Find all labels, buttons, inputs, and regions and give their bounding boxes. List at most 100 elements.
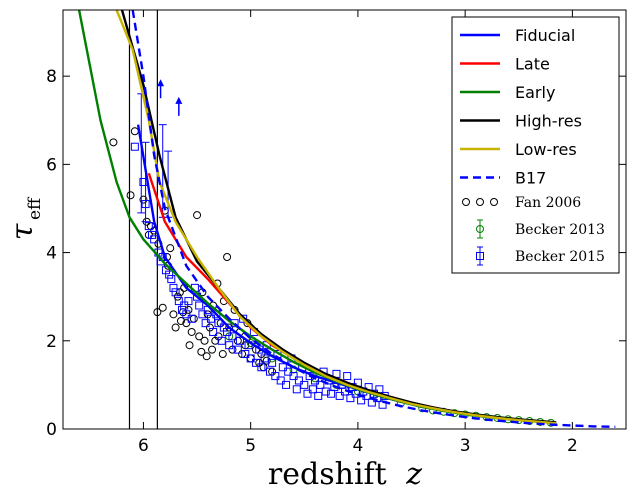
plot-area — [77, 10, 616, 429]
becker-2015-point-43 — [252, 358, 261, 367]
legend-label-fan-2006: Fan 2006 — [515, 195, 581, 211]
fan-2006-point-29 — [197, 347, 206, 356]
becker-2015-point-54 — [282, 380, 291, 389]
becker-2015-point-19 — [187, 314, 196, 323]
fan-2006-point-24 — [185, 341, 194, 350]
becker-2015-point-16 — [180, 301, 189, 310]
x-axis-title-prefix: redshift — [268, 457, 387, 492]
fan-2006-point-10 — [158, 303, 167, 312]
x-tick-label-3: 3 — [460, 436, 471, 456]
legend-marker-becker-2013 — [476, 225, 484, 233]
fan-2006-point-1 — [126, 191, 135, 200]
legend-marker-fan-2006-2 — [490, 198, 498, 206]
becker-2015-point-77 — [343, 372, 352, 381]
fan-2006-point-22 — [182, 319, 191, 328]
fan-2006-point-18 — [175, 288, 184, 297]
legend-label-late: Late — [515, 55, 550, 74]
legend-items: Fiducial Late Early High-res Low-res B17 Fan 2… — [460, 26, 605, 266]
legend-marker-fan-2006-0 — [462, 198, 470, 206]
legend-marker-fan-2006-1 — [476, 198, 484, 206]
fan-2006-point-0 — [109, 138, 118, 147]
y-tick-label-2: 4 — [46, 244, 57, 264]
legend-marker-becker-2015 — [476, 252, 484, 260]
becker-2015-point-71 — [327, 389, 336, 398]
becker-2015-point-30 — [217, 336, 226, 345]
becker-2015-point-45 — [257, 363, 266, 372]
legend-label-becker-2013: Becker 2013 — [515, 222, 605, 238]
becker-2015-point-50 — [271, 372, 280, 381]
series-line-low-res — [115, 10, 557, 425]
becker-2015-point-53 — [278, 363, 287, 372]
legend-label-early: Early — [515, 83, 555, 102]
becker-2015-point-48 — [265, 367, 274, 376]
fan-2006-point-44 — [225, 323, 234, 332]
fan-2006-point-26 — [189, 314, 198, 323]
becker-2015-point-33 — [225, 341, 234, 350]
becker-2015-point-38 — [239, 314, 248, 323]
becker-2015-point-55 — [284, 367, 293, 376]
legend-label-high-res: High-res — [515, 112, 582, 131]
becker-2015-point-36 — [233, 345, 242, 354]
fan-2006-point-58 — [262, 356, 271, 365]
becker-2015-point-78 — [346, 394, 355, 403]
fan-2006-point-32 — [202, 352, 211, 361]
becker-2015-point-10 — [165, 270, 174, 279]
legend-label-b17: B17 — [515, 169, 546, 188]
becker-2015-point-66 — [314, 391, 323, 400]
fan-2006-point-16 — [171, 323, 180, 332]
becker-2015-point-49 — [268, 358, 277, 367]
fan-2006-point-23 — [184, 305, 193, 314]
becker-2015-point-18 — [184, 297, 193, 306]
legend-label-fiducial: Fiducial — [515, 26, 575, 45]
becker-2015-point-46 — [260, 354, 269, 363]
series-lines-layer — [77, 10, 616, 428]
becker-2015-point-69 — [321, 387, 330, 396]
becker-2015-point-26 — [206, 314, 215, 323]
fan-2006-point-31 — [200, 336, 209, 345]
fan-2006-point-14 — [166, 244, 175, 253]
fan-2006-point-25 — [187, 327, 196, 336]
becker-2015-point-61 — [300, 380, 309, 389]
becker-2015-point-39 — [241, 350, 250, 359]
becker-2015-point-74 — [335, 391, 344, 400]
fan-2006-point-43 — [223, 252, 232, 261]
becker-2015-point-15 — [178, 305, 187, 314]
becker-2015-point-52 — [276, 376, 285, 385]
becker-2015-point-4 — [148, 230, 157, 239]
becker-2015-point-34 — [228, 332, 237, 341]
y-axis-title-main: τ — [5, 223, 40, 240]
fan-2006-point-52 — [246, 354, 255, 363]
x-axis-title-variable: z — [405, 457, 422, 492]
becker-2015-point-62 — [303, 389, 312, 398]
fan-2006-point-2 — [130, 127, 139, 136]
fan-2006-point-19 — [176, 316, 185, 325]
becker-2015-point-27 — [209, 327, 218, 336]
becker-2013-point-1 — [246, 338, 255, 347]
becker-2015-point-57 — [289, 372, 298, 381]
fan-2006-point-41 — [218, 350, 227, 359]
fan-2006-point-3 — [139, 195, 148, 204]
becker-2015-point-32 — [223, 327, 232, 336]
y-axis-title: τ eff — [5, 196, 45, 240]
legend: Fiducial Late Early High-res Low-res B17 Fan 2… — [451, 16, 620, 274]
becker-2015-point-17 — [182, 310, 191, 319]
becker-2015-point-3 — [144, 222, 153, 231]
y-tick-label-0: 0 — [46, 420, 57, 440]
x-tick-label-2: 4 — [352, 436, 363, 456]
x-tick-label-1: 5 — [245, 436, 256, 456]
lower-limit-arrow-0 — [157, 79, 165, 87]
fan-2006-point-27 — [193, 211, 202, 220]
becker-2015-point-13 — [171, 288, 180, 297]
becker-2015-point-24 — [201, 319, 210, 328]
y-tick-label-4: 8 — [46, 67, 57, 87]
x-axis-title: redshift z — [268, 457, 422, 492]
fan-2006-point-17 — [173, 292, 182, 301]
axis-ticks-layer: 6 5 4 3 2 0 2 4 6 8 — [46, 10, 626, 456]
series-line-b17 — [131, 10, 616, 428]
legend-label-becker-2015: Becker 2015 — [515, 249, 605, 265]
y-tick-label-3: 6 — [46, 155, 57, 175]
becker-2015-point-37 — [235, 336, 244, 345]
lower-limit-arrow-1 — [175, 96, 183, 104]
becker-2015-point-11 — [167, 275, 176, 284]
